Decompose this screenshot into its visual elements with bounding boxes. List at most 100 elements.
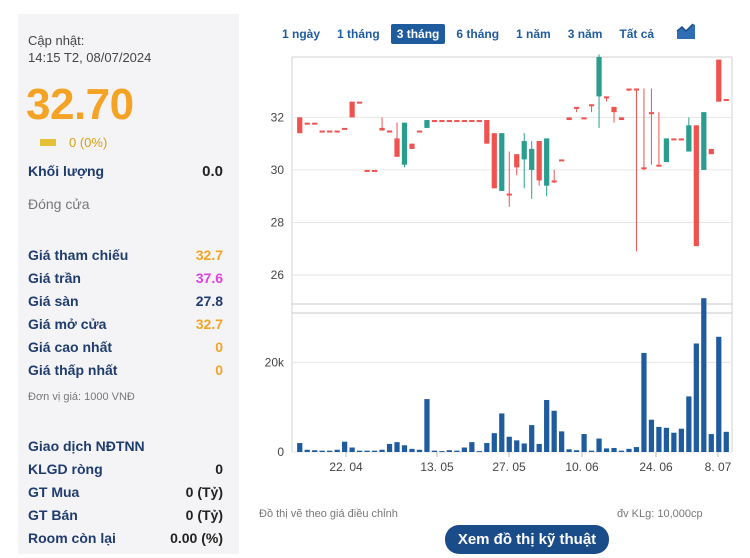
price-row-label: Giá sàn [28, 293, 79, 309]
candle-body [431, 120, 438, 123]
candle-body [454, 120, 460, 123]
price-unit-note: Đơn vị giá: 1000 VNĐ [28, 391, 135, 403]
candle-body [439, 120, 445, 123]
volume-bar [446, 450, 453, 452]
x-tick-label: 24. 06 [639, 460, 673, 474]
volume-unit-note: đv KLg: 10,000cp [617, 508, 703, 520]
volume-bar [559, 431, 565, 452]
foreign-row: GT Mua 0 (Tỷ) [28, 484, 223, 500]
price-row: Giá tham chiếu 32.7 [28, 247, 223, 263]
volume-bar [588, 450, 595, 452]
candle-body [424, 120, 430, 128]
volume-bar [633, 447, 640, 452]
tab-range[interactable]: Tất cả [619, 27, 655, 41]
foreign-title-row: Giao dịch NĐTNN [28, 438, 223, 454]
volume-bar [484, 443, 490, 452]
candle-body [506, 193, 512, 196]
foreign-row-label: Room còn lại [28, 530, 116, 546]
candle-body [334, 130, 340, 133]
volume-bar [349, 447, 355, 452]
volume-bar [327, 450, 333, 452]
current-price: 32.70 [26, 80, 134, 129]
candle-body [603, 96, 610, 99]
volume-bar [678, 428, 684, 452]
candle-body [416, 130, 423, 133]
price-row-value: 0 [215, 339, 223, 355]
x-tick-label: 13. 05 [420, 460, 454, 474]
volume-bar [521, 443, 527, 452]
candle-body [529, 148, 535, 170]
candle-body [618, 117, 625, 121]
tab-range[interactable]: 1 ngày [282, 27, 321, 41]
close-label: Đóng cửa [28, 196, 90, 212]
volume-value: 0.0 [202, 163, 223, 180]
volume-bar [529, 425, 535, 452]
volume-row: Khối lượng 0.0 [28, 163, 223, 180]
price-change: 0 (0%) [40, 135, 107, 150]
volume-bar [641, 352, 647, 452]
candle-body [514, 154, 520, 168]
candle-body [656, 164, 662, 167]
volume-bar [304, 449, 310, 452]
volume-bar [648, 419, 655, 452]
candle-body [633, 88, 640, 91]
tab-range[interactable]: 3 tháng [390, 24, 446, 44]
updated-label: Cập nhật: [28, 33, 85, 48]
foreign-row: Room còn lại 0.00 (%) [28, 530, 223, 546]
volume-bar [626, 448, 632, 452]
volume-bar [461, 447, 467, 452]
volume-bar [693, 343, 699, 452]
candle-body [379, 127, 385, 131]
candle-body [319, 130, 325, 133]
time-range-tabs: 1 ngày 1 tháng 3 tháng 6 tháng 1 năm 3 năm Tất… [276, 24, 665, 44]
candle-body [596, 57, 602, 97]
candle-body [559, 159, 565, 162]
x-tick-label: 27. 05 [492, 460, 526, 474]
volume-tick-label: 0 [277, 445, 284, 459]
candle-body [588, 104, 595, 107]
volume-bar [514, 440, 520, 452]
chart-type-icon[interactable] [676, 22, 696, 40]
tab-range[interactable]: 1 tháng [337, 27, 380, 41]
volume-bar [536, 443, 542, 452]
candle-body [304, 122, 310, 125]
volume-bar [371, 450, 378, 452]
volume-bar [356, 450, 363, 452]
price-row-label: Giá cao nhất [28, 339, 113, 355]
volume-tick-label: 20k [265, 355, 285, 369]
candle-body [544, 138, 550, 186]
price-tick-label: 30 [271, 163, 285, 177]
volume-bar [618, 450, 625, 452]
candle-body [297, 117, 303, 134]
candle-body [446, 120, 453, 123]
volume-bar [671, 432, 677, 452]
foreign-row: KLGD ròng 0 [28, 461, 223, 477]
candle-body [371, 169, 378, 172]
candle-body [386, 130, 393, 133]
tab-range[interactable]: 1 năm [516, 27, 551, 41]
tab-range[interactable]: 6 tháng [456, 27, 500, 41]
tab-range[interactable]: 3 năm [567, 27, 603, 41]
candle-body [356, 101, 363, 104]
price-row-label: Giá mở cửa [28, 316, 107, 332]
price-row: Giá thấp nhất 0 [28, 362, 223, 378]
price-row-label: Giá trần [28, 270, 81, 286]
volume-bar [701, 298, 707, 452]
foreign-row-value: 0 [215, 461, 223, 477]
price-row-value: 27.8 [195, 293, 223, 309]
volume-bar [319, 450, 325, 452]
volume-bar [506, 436, 512, 452]
candle-body [327, 130, 333, 133]
price-row-label: Giá tham chiếu [28, 247, 129, 263]
updated-time: 14:15 T2, 08/07/2024 [28, 50, 152, 65]
foreign-row-value: 0.00 (%) [170, 530, 223, 546]
volume-bar [708, 434, 714, 452]
volume-bar [596, 438, 602, 452]
price-row: Giá mở cửa 32.7 [28, 316, 223, 332]
candle-body [663, 138, 670, 163]
technical-chart-button[interactable]: Xem đồ thị kỹ thuật [445, 525, 609, 554]
price-change-text: 0 (0%) [69, 135, 108, 150]
candle-body [678, 138, 684, 141]
candle-body [723, 99, 729, 102]
price-tick-label: 32 [271, 110, 285, 124]
